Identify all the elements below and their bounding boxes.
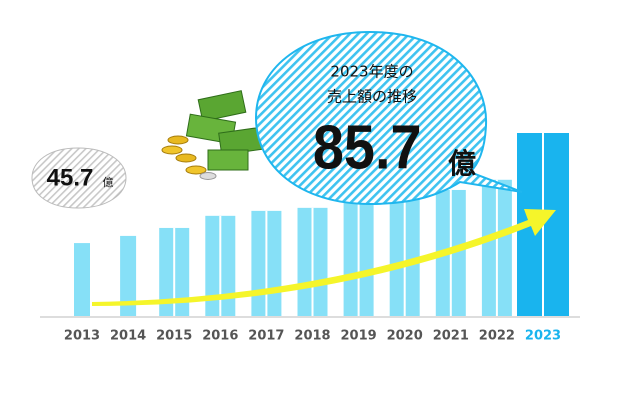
highlight-bubble: 2023年度の 売上額の推移 85.7 億: [254, 30, 523, 206]
x-tick-label: 2016: [202, 329, 238, 344]
x-tick-label: 2023: [525, 329, 561, 344]
unit-label: 億: [103, 176, 114, 189]
money-icon: [161, 90, 266, 180]
value-label: 45.7: [47, 164, 94, 191]
x-tick-label: 2018: [294, 329, 330, 344]
value-label: 85.7: [313, 114, 422, 182]
start-bubble: 45.7 億: [31, 147, 127, 209]
x-tick-label: 2019: [341, 329, 377, 344]
x-tick-label: 2022: [479, 329, 515, 344]
x-tick-label: 2013: [64, 329, 100, 344]
bubble-title: 2023年度の: [330, 63, 413, 81]
x-labels: 2013 2014 2015 2016 2017 2018 2019 2020 2021 2022…: [64, 329, 561, 344]
unit-label: 億: [448, 147, 476, 180]
x-tick-label: 2017: [248, 329, 284, 344]
bubble-title: 売上額の推移: [327, 88, 417, 106]
x-tick-label: 2021: [433, 329, 469, 344]
x-tick-label: 2015: [156, 329, 192, 344]
x-tick-label: 2020: [387, 329, 423, 344]
bar: [74, 243, 90, 316]
bar: [120, 235, 137, 316]
x-tick-label: 2014: [110, 329, 146, 344]
